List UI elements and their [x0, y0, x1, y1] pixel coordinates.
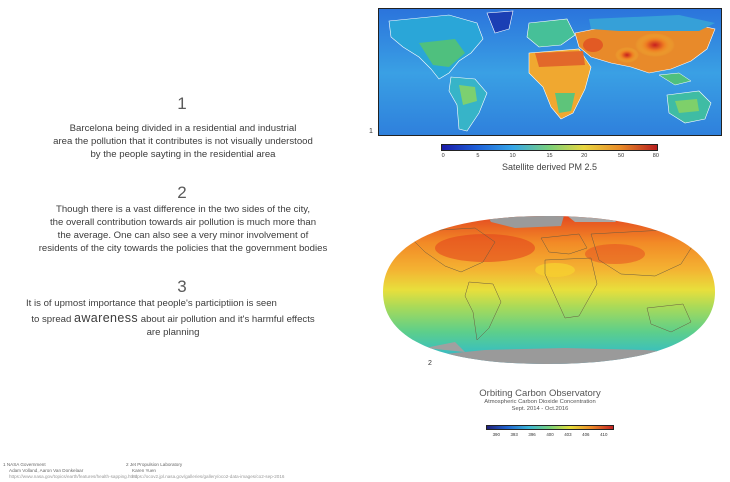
- co2-map-graphic: [383, 216, 715, 364]
- co2-tick: 396: [528, 432, 536, 437]
- co2-tick: 393: [510, 432, 518, 437]
- pm25-map-graphic: [379, 9, 721, 135]
- pm25-tick: 10: [509, 153, 516, 159]
- section-3-line2-end: about air pollution and it's harmful eff…: [140, 314, 315, 325]
- co2-subtitle: Atmospheric Carbon Dioxide Concentration: [484, 399, 596, 405]
- section-2-number: 2: [177, 183, 187, 202]
- pm25-tick: 80: [652, 153, 659, 159]
- co2-tick: 403: [564, 432, 572, 437]
- map1-label: 1: [369, 128, 373, 135]
- section-2-line: Though there is a vast difference in the…: [55, 204, 311, 215]
- section-3-line: to spread awareness about air pollution …: [18, 312, 328, 326]
- footnote-jpl-url[interactable]: https://ocov2.jpl.nasa.gov/galleries/gal…: [132, 474, 285, 479]
- section-2-line: the overall contribution towards air pol…: [49, 217, 317, 228]
- section-3-number: 3: [177, 277, 187, 296]
- co2-colorbar-ticks: 390 393 396 400 403 406 410: [486, 432, 614, 439]
- map2-label: 2: [428, 360, 432, 367]
- section-2-text: Though there is a vast difference in the…: [28, 203, 338, 255]
- co2-tick: 400: [546, 432, 554, 437]
- footnote-nasa-title: 1 NASA Government: [3, 462, 46, 467]
- section-3-line: are planning: [146, 327, 200, 338]
- pm25-tick: 0: [441, 153, 445, 159]
- footnote-nasa-author: Adam Volland, Aaron Van Donkelaar: [9, 468, 84, 473]
- section-2-line: residents of the city towards the polici…: [38, 243, 328, 254]
- co2-tick: 406: [582, 432, 590, 437]
- section-3-text: It is of upmost importance that people's…: [18, 297, 328, 339]
- footnote-jpl-title: 2 Jet Propulsion Laboratory: [126, 462, 183, 467]
- pm25-caption: Satellite derived PM 2.5: [501, 162, 598, 172]
- section-1-number: 1: [177, 94, 187, 113]
- awareness-highlight: awareness: [74, 311, 139, 325]
- section-2-line: the average. One can also see a very min…: [57, 230, 309, 241]
- co2-tick: 390: [492, 432, 500, 437]
- section-3-line2-start: to spread: [31, 314, 72, 325]
- co2-title: Orbiting Carbon Observatory: [479, 388, 601, 399]
- section-1-text: Barcelona being divided in a residential…: [28, 122, 338, 161]
- section-1-line: area the pollution that it contributes i…: [53, 136, 313, 147]
- pm25-tick: 20: [581, 153, 588, 159]
- co2-colorbar: [486, 425, 614, 430]
- pm25-colorbar-ticks: 0 5 10 15 20 50 80: [441, 153, 659, 161]
- footnote-jpl: 2 Jet Propulsion Laboratory Karen Yuen h…: [126, 462, 284, 480]
- pm25-tick: 50: [618, 153, 625, 159]
- footnote-jpl-author: Karen Yuen: [132, 468, 156, 473]
- pm25-tick: 15: [546, 153, 553, 159]
- section-1-line: Barcelona being divided in a residential…: [69, 123, 297, 134]
- co2-map: [365, 212, 730, 372]
- co2-dates: Sept. 2014 - Oct.2016: [511, 406, 569, 412]
- co2-tick: 410: [600, 432, 608, 437]
- footnote-nasa: 1 NASA Government Adam Volland, Aaron Va…: [3, 462, 137, 480]
- pm25-tick: 5: [476, 153, 480, 159]
- section-3-line: It is of upmost importance that people's…: [26, 298, 277, 309]
- pm25-colorbar: [441, 144, 658, 151]
- footnote-nasa-url[interactable]: https://www.nasa.gov/topics/earth/featur…: [9, 474, 137, 479]
- pm25-map: [378, 8, 722, 136]
- section-1-line: by the people sayting in the residential…: [90, 149, 276, 160]
